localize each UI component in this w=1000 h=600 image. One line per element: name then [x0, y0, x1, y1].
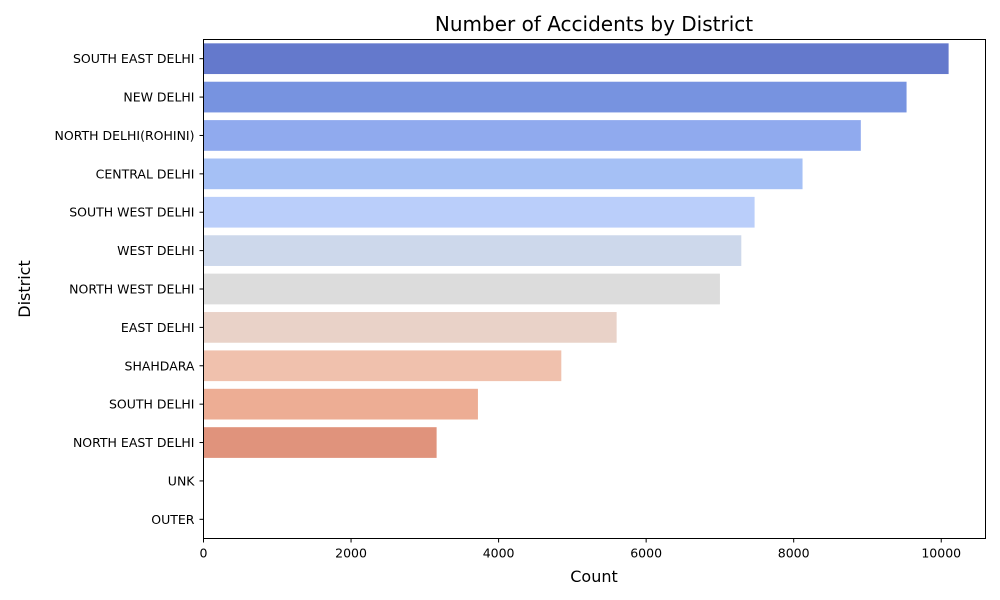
x-axis-ticks: 0 2000 4000 6000 8000 10000	[200, 538, 961, 561]
y-axis-label: District	[15, 260, 34, 317]
x-tick-label: 4000	[483, 546, 515, 561]
x-axis-label: Count	[570, 567, 618, 586]
bar	[203, 273, 720, 305]
bar	[203, 43, 949, 75]
bar	[203, 196, 755, 228]
bar	[203, 312, 617, 343]
plot-frame	[203, 39, 986, 539]
y-tick-label: SOUTH WEST DELHI	[69, 205, 194, 220]
chart-title: Number of Accidents by District	[435, 12, 753, 36]
y-tick-label: NORTH EAST DELHI	[73, 435, 195, 450]
y-tick-label: OUTER	[151, 512, 195, 527]
y-tick-label: EAST DELHI	[121, 320, 195, 335]
bar	[203, 158, 803, 190]
x-tick-label: 10000	[921, 546, 961, 561]
x-tick-label: 2000	[335, 546, 367, 561]
y-tick-label: SOUTH DELHI	[109, 397, 195, 412]
bar	[203, 120, 861, 151]
bar	[203, 350, 562, 382]
y-tick-label: WEST DELHI	[117, 243, 194, 258]
x-tick-label: 0	[200, 546, 208, 561]
y-tick-label: UNK	[168, 473, 195, 488]
x-tick-label: 6000	[630, 546, 662, 561]
x-tick-label: 8000	[778, 546, 810, 561]
bar	[203, 427, 437, 458]
y-tick-label: SHAHDARA	[125, 358, 195, 373]
bar	[203, 81, 907, 113]
bar	[203, 388, 478, 420]
y-tick-label: NORTH WEST DELHI	[69, 282, 194, 297]
y-tick-label: SOUTH EAST DELHI	[73, 51, 195, 66]
y-tick-label: NEW DELHI	[123, 90, 194, 105]
bars-group	[203, 43, 949, 458]
bar	[203, 235, 742, 266]
y-axis-ticks: SOUTH EAST DELHI NEW DELHI NORTH DELHI(ROH…	[55, 51, 204, 527]
y-tick-label: CENTRAL DELHI	[96, 166, 195, 181]
y-tick-label: NORTH DELHI(ROHINI)	[55, 128, 195, 143]
